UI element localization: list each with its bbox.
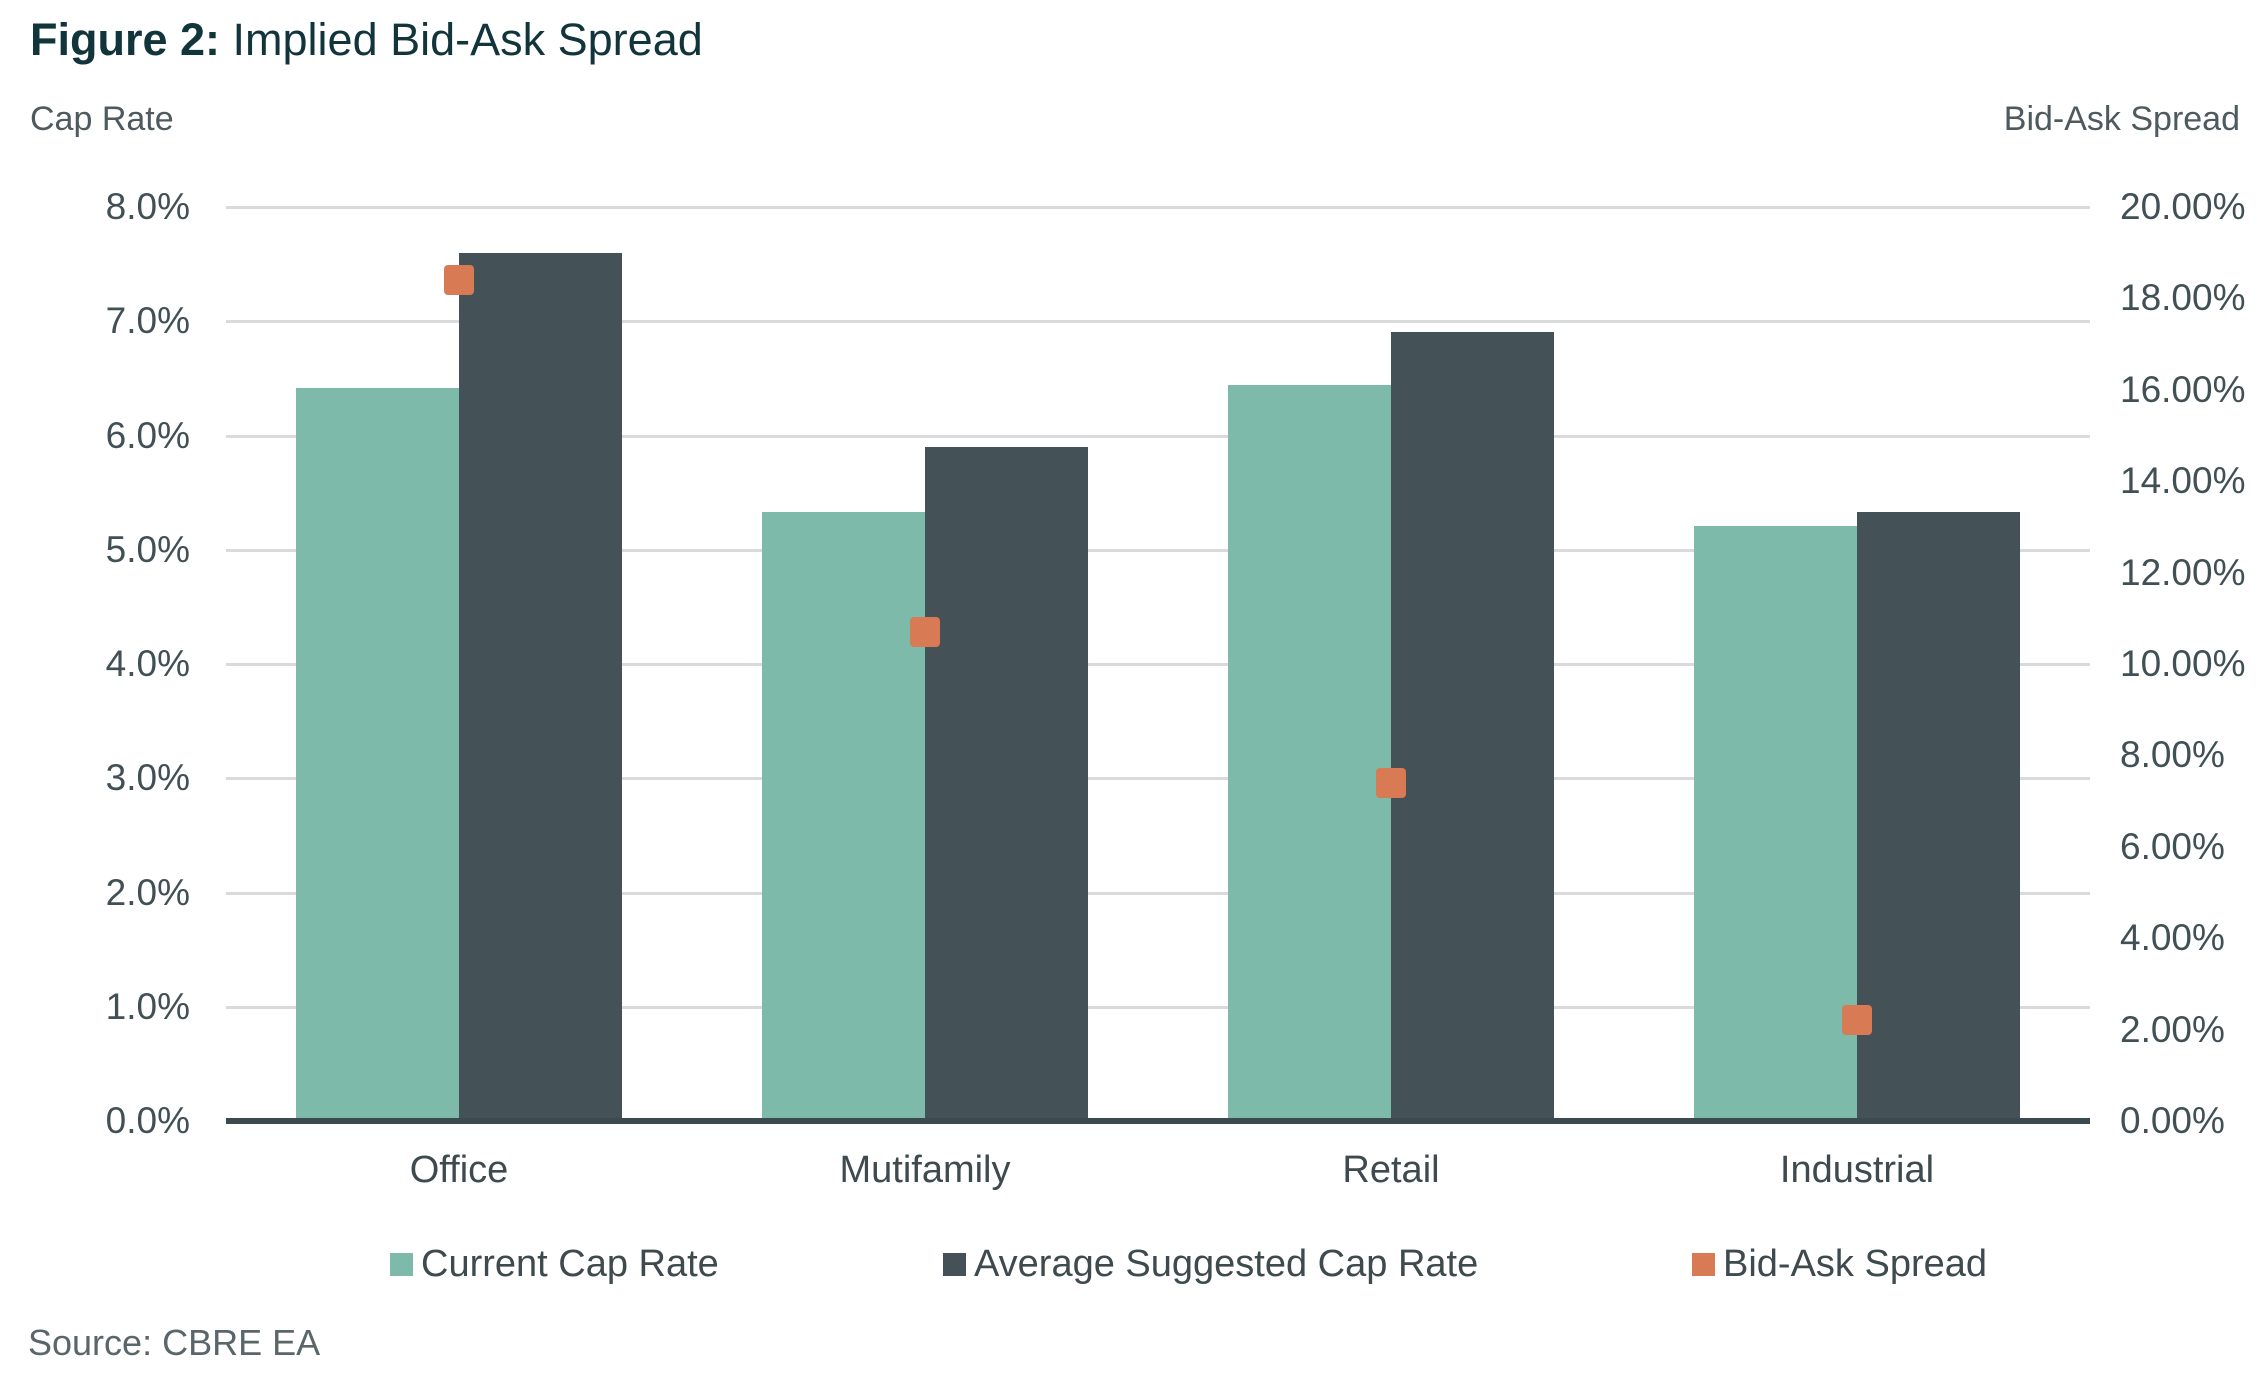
gridline [226, 206, 2090, 209]
legend-swatch-icon [943, 1252, 966, 1276]
source-note: Source: CBRE EA [28, 1322, 321, 1363]
right-axis-tick-label: 14.00% [2120, 460, 2246, 502]
right-axis-tick-label: 10.00% [2120, 643, 2246, 684]
right-axis-tick-label: 2.00% [2120, 1008, 2225, 1050]
bar-avg-suggested-cap-rate [925, 446, 1088, 1121]
left-axis-tick-label: 8.0% [105, 186, 190, 227]
right-axis-title: Bid-Ask Spread [2003, 100, 2240, 138]
figure-title: Figure 2: Implied Bid-Ask Spread [30, 14, 703, 66]
bar-avg-suggested-cap-rate [1857, 512, 2020, 1121]
bid-ask-spread-marker [1842, 1005, 1872, 1036]
category-label-office: Office [409, 1149, 509, 1191]
category-label-retail: Retail [1342, 1149, 1440, 1191]
bar-current-cap-rate [296, 387, 459, 1121]
left-axis-tick-label: 4.0% [105, 643, 190, 684]
figure-title-text: Implied Bid-Ask Spread [220, 14, 703, 65]
bar-avg-suggested-cap-rate [1391, 331, 1554, 1121]
bar-current-cap-rate [1228, 385, 1391, 1121]
gridline [226, 777, 2090, 781]
left-axis-title: Cap Rate [30, 100, 174, 138]
right-axis-tick-label: 20.00% [2120, 186, 2246, 227]
legend-label: Average Suggested Cap Rate [974, 1243, 1479, 1285]
left-axis-tick-label: 2.0% [105, 871, 190, 913]
right-axis-tick-label: 8.00% [2120, 734, 2225, 776]
left-axis-tick-label: 5.0% [105, 528, 190, 570]
left-axis-tick-label: 1.0% [105, 985, 190, 1027]
right-axis-tick-label: 18.00% [2120, 277, 2246, 319]
right-axis-tick-label: 0.00% [2120, 1100, 2225, 1141]
left-axis-tick-label: 7.0% [105, 300, 190, 342]
right-axis-tick-label: 6.00% [2120, 825, 2225, 867]
bar-avg-suggested-cap-rate [459, 252, 622, 1121]
figure-title-prefix: Figure 2: [30, 14, 221, 65]
category-label-industrial: Industrial [1779, 1149, 1935, 1191]
left-axis-tick-label: 6.0% [105, 414, 190, 456]
gridline [226, 320, 2090, 324]
gridline [226, 1005, 2090, 1009]
legend-label: Bid-Ask Spread [1723, 1243, 1988, 1285]
legend-swatch-icon [1692, 1252, 1715, 1276]
right-axis-tick-label: 4.00% [2120, 917, 2225, 959]
legend-item: Average Suggested Cap Rate [943, 1240, 1478, 1288]
bar-current-cap-rate [1694, 525, 1857, 1121]
right-axis-tick-label: 12.00% [2120, 551, 2246, 593]
bid-ask-spread-marker [910, 617, 940, 647]
left-axis-tick-label: 3.0% [105, 757, 190, 799]
category-label-mutifamily: Mutifamily [839, 1149, 1011, 1191]
gridline [226, 663, 2090, 666]
legend-swatch-icon [390, 1252, 413, 1276]
right-axis-tick-label: 16.00% [2120, 368, 2246, 410]
legend-label: Current Cap Rate [421, 1243, 719, 1285]
gridline [226, 434, 2090, 438]
gridline [226, 548, 2090, 552]
bar-current-cap-rate [762, 512, 925, 1121]
plot-area [226, 206, 2090, 1124]
x-axis-line [226, 1118, 2090, 1124]
gridline [226, 891, 2090, 895]
bid-ask-spread-marker [444, 265, 474, 296]
left-axis-tick-label: 0.0% [105, 1100, 190, 1141]
legend-item: Bid-Ask Spread [1692, 1240, 1987, 1288]
legend-item: Current Cap Rate [390, 1240, 719, 1288]
bid-ask-spread-marker [1376, 767, 1406, 798]
